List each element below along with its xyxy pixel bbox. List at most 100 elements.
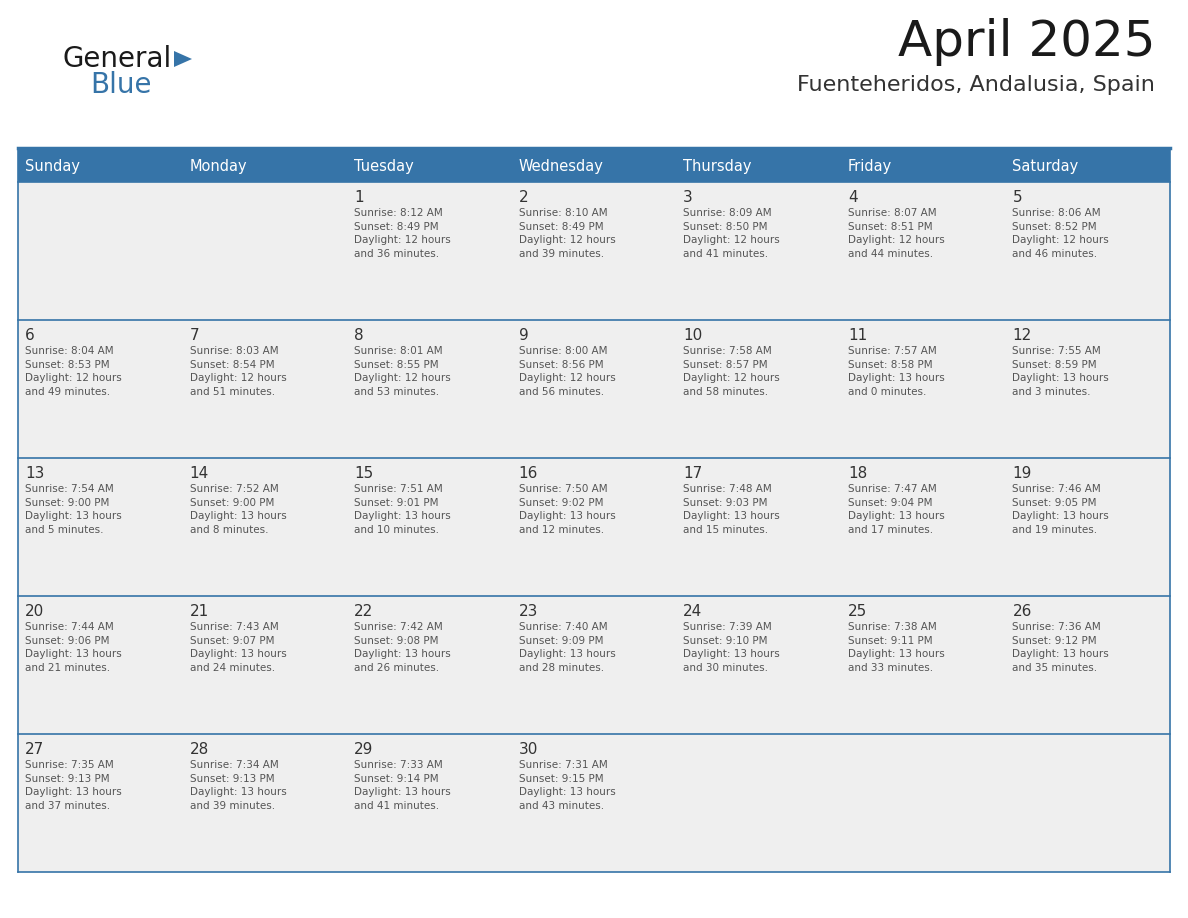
Bar: [841, 320, 1005, 458]
Text: Sunrise: 7:48 AM
Sunset: 9:03 PM
Daylight: 13 hours
and 15 minutes.: Sunrise: 7:48 AM Sunset: 9:03 PM Dayligh…: [683, 484, 781, 535]
Text: Wednesday: Wednesday: [519, 159, 604, 174]
Text: Sunrise: 7:39 AM
Sunset: 9:10 PM
Daylight: 13 hours
and 30 minutes.: Sunrise: 7:39 AM Sunset: 9:10 PM Dayligh…: [683, 622, 781, 673]
Bar: [676, 150, 841, 182]
Text: 25: 25: [848, 604, 867, 619]
Bar: [512, 734, 676, 872]
Bar: [183, 150, 347, 182]
Bar: [1005, 182, 1170, 320]
Text: 1: 1: [354, 190, 364, 205]
Text: 8: 8: [354, 328, 364, 343]
Text: Monday: Monday: [190, 159, 247, 174]
Bar: [1005, 320, 1170, 458]
Bar: [512, 458, 676, 596]
Bar: [183, 596, 347, 734]
Bar: [676, 320, 841, 458]
Text: Sunrise: 8:06 AM
Sunset: 8:52 PM
Daylight: 12 hours
and 46 minutes.: Sunrise: 8:06 AM Sunset: 8:52 PM Dayligh…: [1012, 208, 1110, 259]
Text: Sunrise: 7:46 AM
Sunset: 9:05 PM
Daylight: 13 hours
and 19 minutes.: Sunrise: 7:46 AM Sunset: 9:05 PM Dayligh…: [1012, 484, 1110, 535]
Bar: [183, 320, 347, 458]
Text: 19: 19: [1012, 466, 1032, 481]
Text: Sunrise: 7:36 AM
Sunset: 9:12 PM
Daylight: 13 hours
and 35 minutes.: Sunrise: 7:36 AM Sunset: 9:12 PM Dayligh…: [1012, 622, 1110, 673]
Bar: [676, 458, 841, 596]
Text: Sunrise: 7:57 AM
Sunset: 8:58 PM
Daylight: 13 hours
and 0 minutes.: Sunrise: 7:57 AM Sunset: 8:58 PM Dayligh…: [848, 346, 944, 397]
Bar: [1005, 458, 1170, 596]
Text: Sunrise: 7:35 AM
Sunset: 9:13 PM
Daylight: 13 hours
and 37 minutes.: Sunrise: 7:35 AM Sunset: 9:13 PM Dayligh…: [25, 760, 121, 811]
Text: Sunrise: 7:31 AM
Sunset: 9:15 PM
Daylight: 13 hours
and 43 minutes.: Sunrise: 7:31 AM Sunset: 9:15 PM Dayligh…: [519, 760, 615, 811]
Text: 15: 15: [354, 466, 373, 481]
Bar: [841, 182, 1005, 320]
Bar: [841, 458, 1005, 596]
Bar: [512, 596, 676, 734]
Text: General: General: [62, 45, 171, 73]
Text: 22: 22: [354, 604, 373, 619]
Bar: [512, 150, 676, 182]
Text: 14: 14: [190, 466, 209, 481]
Bar: [347, 182, 512, 320]
Text: 5: 5: [1012, 190, 1022, 205]
Text: Thursday: Thursday: [683, 159, 752, 174]
Text: 12: 12: [1012, 328, 1031, 343]
Bar: [676, 182, 841, 320]
Text: Sunrise: 8:01 AM
Sunset: 8:55 PM
Daylight: 12 hours
and 53 minutes.: Sunrise: 8:01 AM Sunset: 8:55 PM Dayligh…: [354, 346, 451, 397]
Bar: [183, 182, 347, 320]
Bar: [18, 150, 183, 182]
Text: 27: 27: [25, 742, 44, 757]
Text: Sunrise: 8:10 AM
Sunset: 8:49 PM
Daylight: 12 hours
and 39 minutes.: Sunrise: 8:10 AM Sunset: 8:49 PM Dayligh…: [519, 208, 615, 259]
Bar: [18, 320, 183, 458]
Text: Sunrise: 8:07 AM
Sunset: 8:51 PM
Daylight: 12 hours
and 44 minutes.: Sunrise: 8:07 AM Sunset: 8:51 PM Dayligh…: [848, 208, 944, 259]
Bar: [347, 150, 512, 182]
Bar: [841, 150, 1005, 182]
Bar: [183, 458, 347, 596]
Text: Sunrise: 7:44 AM
Sunset: 9:06 PM
Daylight: 13 hours
and 21 minutes.: Sunrise: 7:44 AM Sunset: 9:06 PM Dayligh…: [25, 622, 121, 673]
Text: 9: 9: [519, 328, 529, 343]
Bar: [183, 734, 347, 872]
Bar: [512, 320, 676, 458]
Text: Sunrise: 8:12 AM
Sunset: 8:49 PM
Daylight: 12 hours
and 36 minutes.: Sunrise: 8:12 AM Sunset: 8:49 PM Dayligh…: [354, 208, 451, 259]
Text: Sunrise: 7:40 AM
Sunset: 9:09 PM
Daylight: 13 hours
and 28 minutes.: Sunrise: 7:40 AM Sunset: 9:09 PM Dayligh…: [519, 622, 615, 673]
Polygon shape: [173, 51, 192, 67]
Bar: [841, 734, 1005, 872]
Text: Sunrise: 7:33 AM
Sunset: 9:14 PM
Daylight: 13 hours
and 41 minutes.: Sunrise: 7:33 AM Sunset: 9:14 PM Dayligh…: [354, 760, 451, 811]
Bar: [1005, 150, 1170, 182]
Bar: [18, 182, 183, 320]
Text: Saturday: Saturday: [1012, 159, 1079, 174]
Text: 4: 4: [848, 190, 858, 205]
Text: Sunrise: 7:50 AM
Sunset: 9:02 PM
Daylight: 13 hours
and 12 minutes.: Sunrise: 7:50 AM Sunset: 9:02 PM Dayligh…: [519, 484, 615, 535]
Text: Sunday: Sunday: [25, 159, 80, 174]
Bar: [1005, 734, 1170, 872]
Bar: [347, 734, 512, 872]
Bar: [1005, 596, 1170, 734]
Text: 26: 26: [1012, 604, 1032, 619]
Text: Sunrise: 7:51 AM
Sunset: 9:01 PM
Daylight: 13 hours
and 10 minutes.: Sunrise: 7:51 AM Sunset: 9:01 PM Dayligh…: [354, 484, 451, 535]
Text: Sunrise: 7:55 AM
Sunset: 8:59 PM
Daylight: 13 hours
and 3 minutes.: Sunrise: 7:55 AM Sunset: 8:59 PM Dayligh…: [1012, 346, 1110, 397]
Bar: [347, 320, 512, 458]
Text: 11: 11: [848, 328, 867, 343]
Text: 7: 7: [190, 328, 200, 343]
Text: Friday: Friday: [848, 159, 892, 174]
Text: 10: 10: [683, 328, 702, 343]
Bar: [18, 734, 183, 872]
Text: 2: 2: [519, 190, 529, 205]
Text: Sunrise: 7:34 AM
Sunset: 9:13 PM
Daylight: 13 hours
and 39 minutes.: Sunrise: 7:34 AM Sunset: 9:13 PM Dayligh…: [190, 760, 286, 811]
Bar: [512, 182, 676, 320]
Bar: [347, 458, 512, 596]
Text: 3: 3: [683, 190, 693, 205]
Text: 16: 16: [519, 466, 538, 481]
Text: 6: 6: [25, 328, 34, 343]
Bar: [676, 734, 841, 872]
Bar: [18, 596, 183, 734]
Text: 17: 17: [683, 466, 702, 481]
Text: April 2025: April 2025: [897, 18, 1155, 66]
Text: Sunrise: 8:04 AM
Sunset: 8:53 PM
Daylight: 12 hours
and 49 minutes.: Sunrise: 8:04 AM Sunset: 8:53 PM Dayligh…: [25, 346, 121, 397]
Bar: [18, 458, 183, 596]
Text: 13: 13: [25, 466, 44, 481]
Text: 18: 18: [848, 466, 867, 481]
Text: Sunrise: 7:58 AM
Sunset: 8:57 PM
Daylight: 12 hours
and 58 minutes.: Sunrise: 7:58 AM Sunset: 8:57 PM Dayligh…: [683, 346, 781, 397]
Text: 20: 20: [25, 604, 44, 619]
Text: 23: 23: [519, 604, 538, 619]
Text: Sunrise: 8:00 AM
Sunset: 8:56 PM
Daylight: 12 hours
and 56 minutes.: Sunrise: 8:00 AM Sunset: 8:56 PM Dayligh…: [519, 346, 615, 397]
Text: Sunrise: 7:42 AM
Sunset: 9:08 PM
Daylight: 13 hours
and 26 minutes.: Sunrise: 7:42 AM Sunset: 9:08 PM Dayligh…: [354, 622, 451, 673]
Text: 24: 24: [683, 604, 702, 619]
Text: 29: 29: [354, 742, 373, 757]
Text: Sunrise: 7:54 AM
Sunset: 9:00 PM
Daylight: 13 hours
and 5 minutes.: Sunrise: 7:54 AM Sunset: 9:00 PM Dayligh…: [25, 484, 121, 535]
Text: Sunrise: 7:47 AM
Sunset: 9:04 PM
Daylight: 13 hours
and 17 minutes.: Sunrise: 7:47 AM Sunset: 9:04 PM Dayligh…: [848, 484, 944, 535]
